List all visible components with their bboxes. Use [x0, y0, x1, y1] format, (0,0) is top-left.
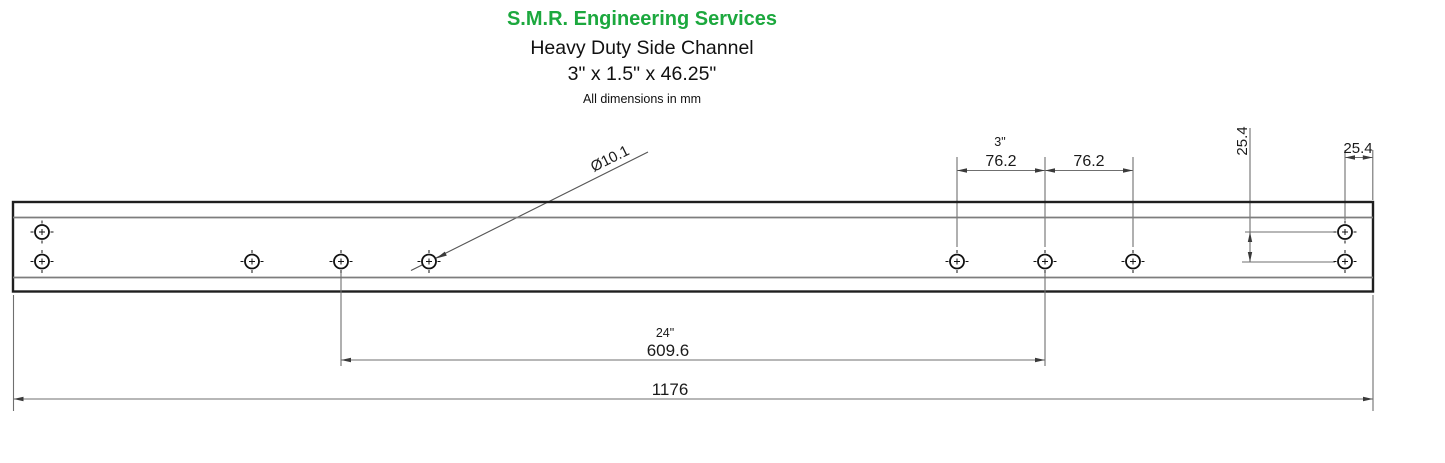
- hole-symbol: [29, 219, 55, 245]
- arrowhead: [1035, 168, 1045, 173]
- arrowhead: [1045, 168, 1055, 173]
- arrowhead: [1345, 155, 1355, 160]
- size-title: 3" x 1.5" x 46.25": [568, 63, 717, 85]
- holes: [29, 219, 1358, 274]
- dim-pitch-inch-label: 3": [994, 135, 1005, 149]
- arrowhead: [1247, 252, 1253, 262]
- dim-overall-label: 1176: [652, 380, 689, 399]
- dim-overall: 1176: [12, 295, 1374, 411]
- hole-symbol: [29, 249, 55, 274]
- hole-symbol: [1332, 249, 1358, 274]
- hole-symbol: [239, 249, 265, 274]
- dim-end-margin-label: 25.4: [1343, 140, 1372, 157]
- arrowhead: [1247, 232, 1253, 242]
- hole-symbol: [328, 249, 354, 274]
- leader-line: [410, 151, 649, 271]
- company-title: S.M.R. Engineering Services: [507, 8, 777, 30]
- arrowhead: [1123, 168, 1133, 173]
- arrowhead: [13, 396, 24, 402]
- hole-symbol: [416, 249, 442, 274]
- dim-end-margin: 25.4: [1343, 140, 1374, 220]
- dim-span-inch-label: 24": [656, 326, 674, 340]
- hole-symbol: [1032, 249, 1058, 274]
- dim-pitch-mm-label-2: 76.2: [1073, 153, 1104, 170]
- arrowhead: [1363, 396, 1373, 402]
- hole-symbol: [1332, 219, 1358, 245]
- arrowhead: [1362, 155, 1373, 160]
- dim-row-spacing: 25.4: [1234, 126, 1335, 263]
- hole-symbol: [944, 249, 970, 274]
- product-title: Heavy Duty Side Channel: [530, 37, 753, 59]
- dim-row-spacing-label: 25.4: [1234, 126, 1251, 155]
- channel-outline: [11, 200, 1375, 293]
- units-note: All dimensions in mm: [583, 92, 701, 106]
- arrowhead: [1035, 357, 1045, 363]
- hole-symbol: [1120, 249, 1146, 274]
- dim-span: 24" 609.6: [340, 273, 1046, 366]
- dim-pitch-mm-label-1: 76.2: [985, 153, 1016, 170]
- channel-body: [11, 200, 1375, 293]
- dim-span-mm-label: 609.6: [647, 341, 690, 360]
- arrowhead: [341, 357, 351, 363]
- leader-arrowhead: [436, 251, 447, 259]
- arrowhead: [957, 168, 967, 173]
- title-block: S.M.R. Engineering Services Heavy Duty S…: [507, 8, 777, 106]
- dim-hole-diameter: Ø10.1: [410, 142, 649, 271]
- dim-top-pitch: 3" 76.2 76.2: [956, 135, 1134, 247]
